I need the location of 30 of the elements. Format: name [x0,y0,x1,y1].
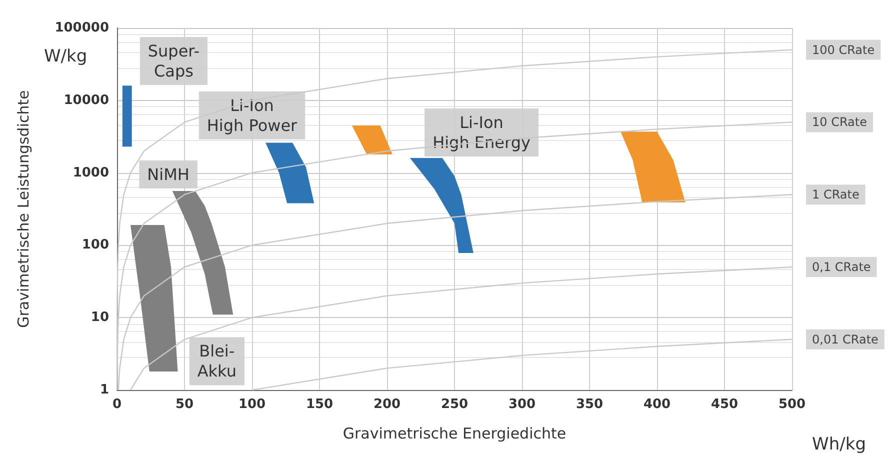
series-label: 0,01 CRate [812,332,878,346]
y-axis-title: Gravimetrische Leistungsdichte [14,90,32,328]
x-tick-label: 400 [643,397,671,412]
y-tick-label: 100000 [54,20,109,36]
series-label: 10 CRate [812,115,867,130]
x-tick-label: 200 [373,397,401,412]
series-label: 100 CRate [812,42,875,57]
series-label: 1 CRate [812,188,860,202]
y-tick-label: 10000 [64,92,109,108]
annotation: Li-Ion High Power [206,96,298,135]
annotation: NiMH [147,164,190,184]
x-tick-label: 350 [576,397,604,412]
text: W/kg [44,46,88,66]
x-tick-label: 0 [112,397,122,412]
series-label: 0,1 CRate [812,260,871,274]
x-tick-label: 500 [778,397,806,412]
y-tick-label: 100 [82,238,109,253]
x-tick-label: 250 [440,397,468,412]
y-tick-label: 1000 [72,165,109,180]
text: Wh/kg [812,434,866,454]
annotation: Blei- Akku [197,342,236,381]
x-tick-label: 50 [175,397,194,412]
y-tick-label: 1 [100,382,109,398]
x-tick-label: 100 [238,397,266,412]
annotation: Super- Caps [148,42,200,81]
x-tick-label: 450 [710,397,738,412]
x-axis-title: Gravimetrische Energiedichte [342,424,566,442]
x-tick-label: 150 [306,397,334,412]
x-tick-label: 300 [508,397,536,412]
y-tick-label: 10 [90,310,109,326]
